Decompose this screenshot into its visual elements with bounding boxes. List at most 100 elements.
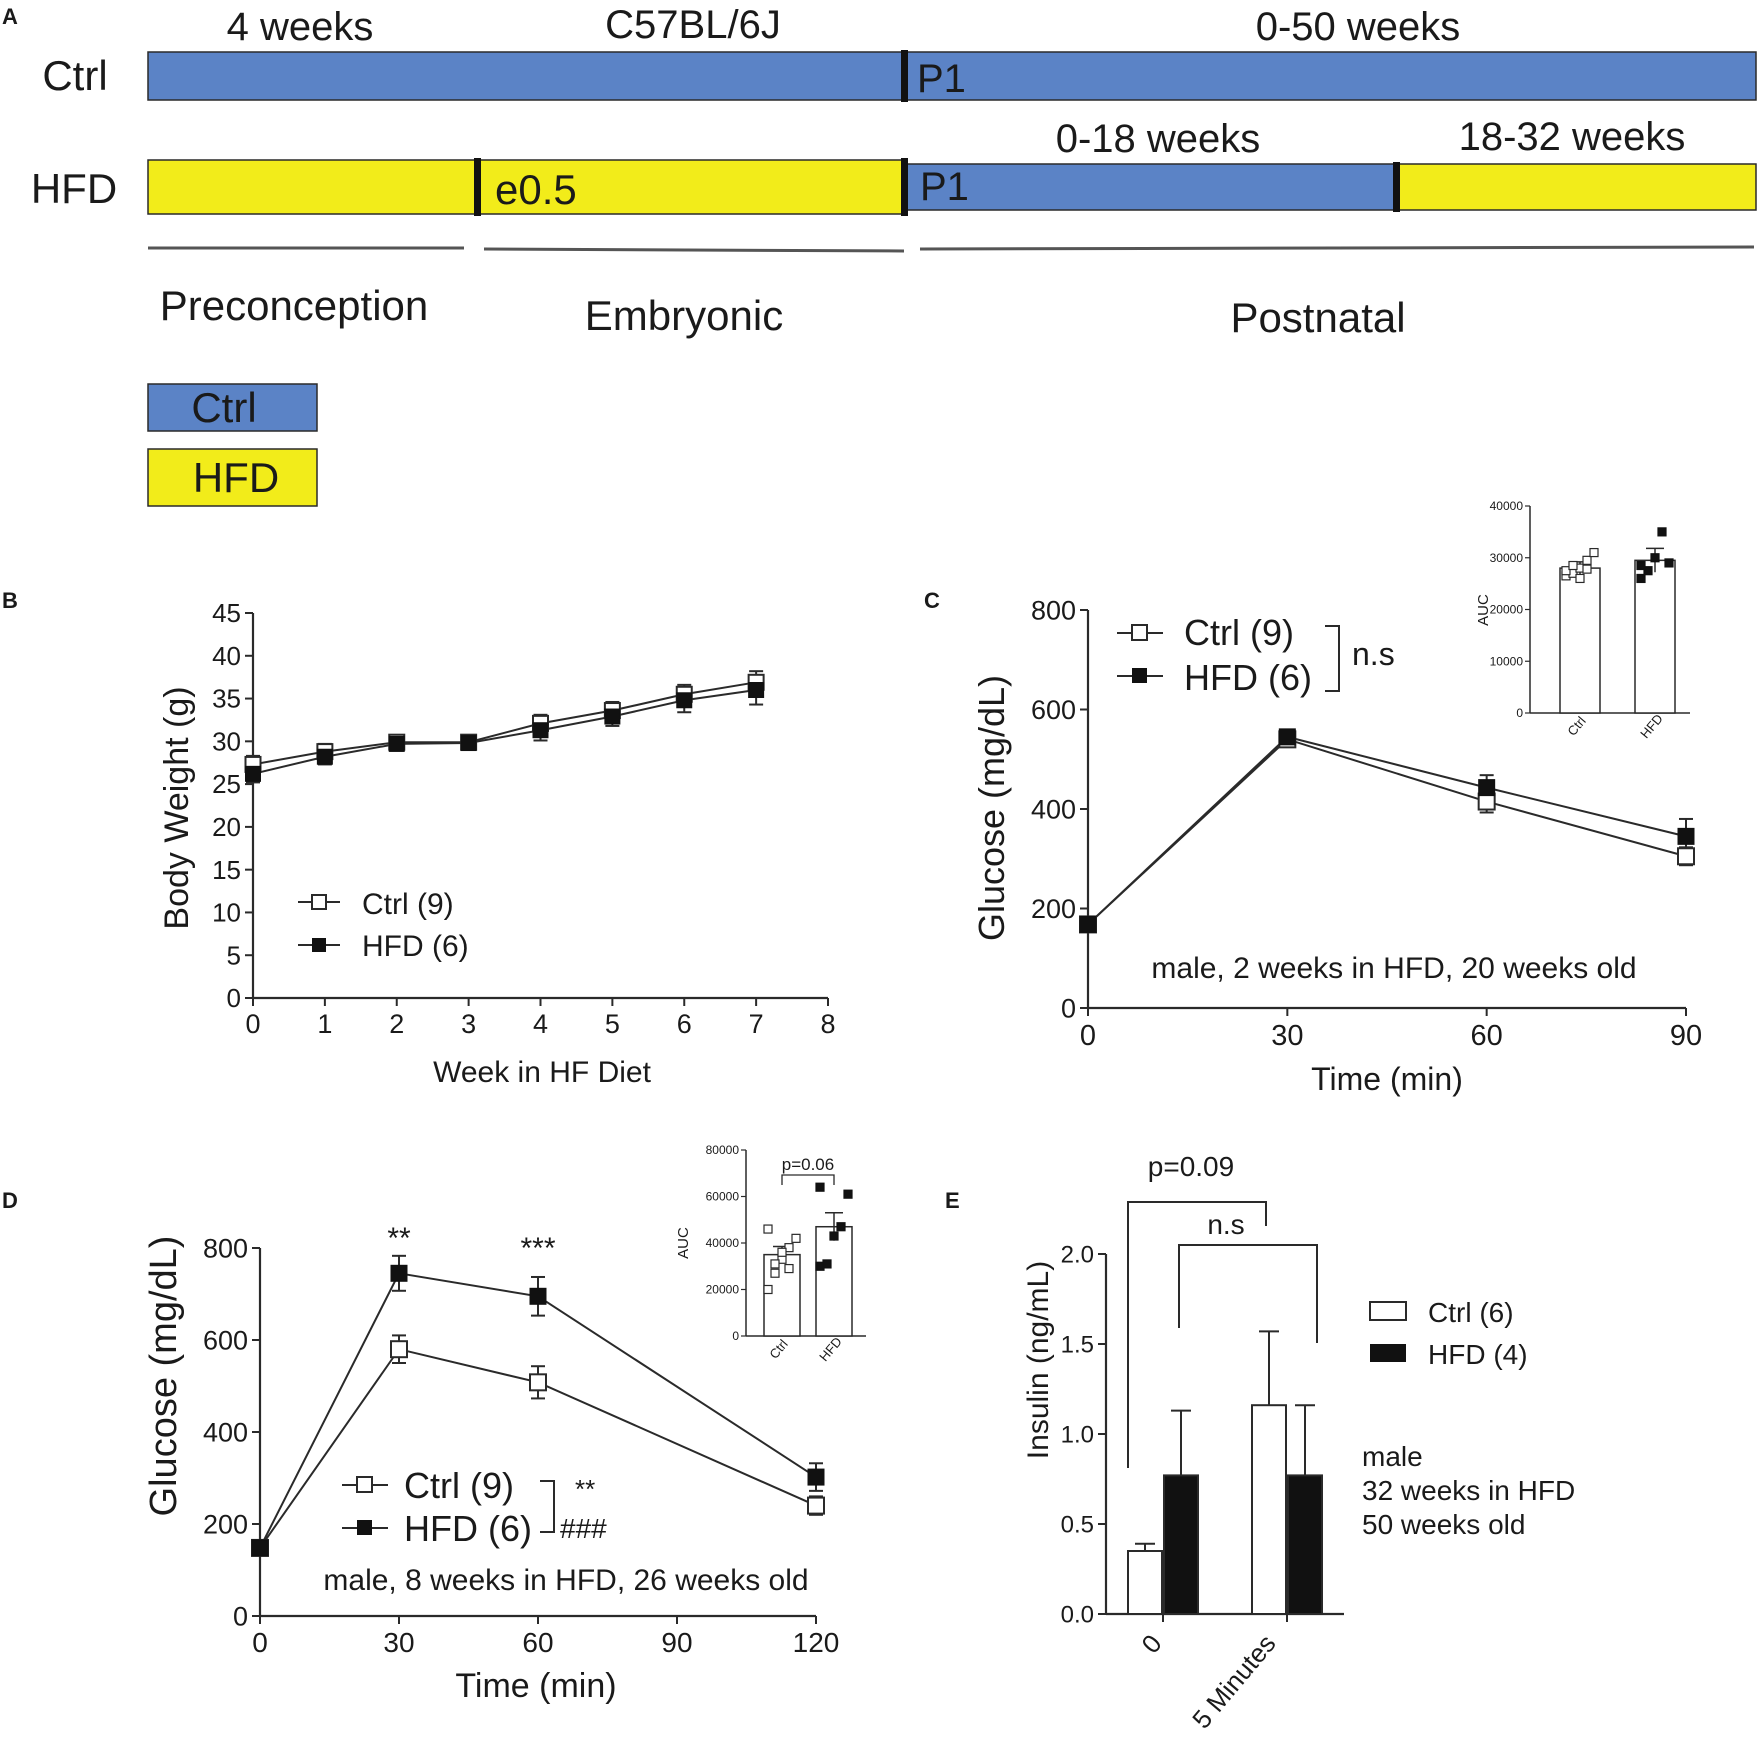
y-tick-label: 200 [203,1509,248,1539]
data-point-ctrl [1677,847,1695,866]
bracket-p009-label: p=0.09 [1148,1151,1234,1182]
x-tick-label: 7 [749,1009,764,1039]
inset-category-label: HFD [816,1334,845,1364]
inset-y-tick-label: 40000 [1490,499,1524,513]
panel-d: D 0 200 400 600 800 0 30 60 90 120 Time (min) Glu… [2,1143,866,1705]
panel-c-ylabel: Glucose (mg/dL) [971,675,1012,941]
legend-hfd-swatch [1370,1344,1406,1362]
hfd-mating-marker: e0.5 [495,166,577,213]
data-point-hfd [1677,827,1695,845]
data-point-hfd [807,1468,825,1486]
inset-point-ctrl [763,1284,773,1295]
panel-d-ylabel: Glucose (mg/dL) [143,1236,185,1517]
hfd-birth-marker-line [901,158,908,216]
panel-d-xlabel: Time (min) [455,1667,616,1705]
bracket-p009 [1127,1201,1267,1468]
panel-b-legend: Ctrl (9) HFD (6) [298,888,469,963]
data-point-hfd [604,708,621,725]
strain-label: C57BL/6J [605,3,781,47]
x-tick-label: 3 [461,1009,476,1039]
inset-y-tick-label: 0 [1516,706,1523,720]
hfd-post-duration-1: 0-18 weeks [1056,117,1261,161]
bar-ctrl [1251,1404,1287,1615]
legend-ctrl-text: Ctrl (6) [1428,1297,1514,1328]
x-tick-label: 90 [1670,1020,1702,1052]
y-tick-label: 5 [227,940,241,970]
panel-e-legend: Ctrl (6) HFD (4) [1369,1297,1528,1370]
x-tick-label: 120 [793,1627,840,1658]
panel-c-label: C [924,588,940,613]
data-point-hfd [748,682,765,698]
y-tick-label: 25 [212,769,241,799]
inset-point-hfd [1643,566,1653,576]
legend-ctrl-text: Ctrl (9) [1184,612,1294,653]
inset-significance-bracket [781,1174,835,1185]
panel-e-annotation-1: male [1362,1441,1423,1472]
data-point-ctrl [390,1340,408,1359]
data-point-hfd [529,1287,547,1305]
hfd-mating-marker-line [474,158,481,216]
inset-y-tick-label: 60000 [706,1190,740,1204]
ctrl-row-label: Ctrl [42,52,107,99]
bracket-ns [1178,1244,1318,1343]
y-tick-label: 10 [212,898,241,928]
y-tick-label: 0 [233,1601,248,1631]
legend-ctrl-text: Ctrl (9) [404,1465,514,1506]
inset-bar-ctrl [763,1253,801,1337]
x-tick-label: 2 [389,1009,404,1039]
inset-bar-hfd [1634,559,1676,714]
inset-bar-ctrl [1559,567,1601,714]
panel-c-inset-ylabel: AUC [1475,594,1492,626]
data-point-hfd [1079,915,1097,933]
data-point-hfd [390,1264,408,1282]
data-point-hfd [316,748,333,765]
legend-hfd-text: HFD (6) [1184,657,1312,698]
data-point-hfd [1478,779,1496,797]
inset-point-hfd [1636,560,1646,571]
panel-b-ylabel: Body Weight (g) [158,686,196,929]
inset-category-label: HFD [1637,711,1666,741]
y-tick-label: 2.0 [1061,1241,1094,1268]
panel-c-legend: Ctrl (9) HFD (6) n.s [1117,612,1395,698]
panel-e-brackets: p=0.09 n.s [1127,1151,1318,1468]
data-point-hfd [460,735,477,752]
data-point-ctrl [807,1496,825,1515]
legend-hfd-marker [1132,668,1147,683]
inset-point-hfd [815,1182,825,1192]
inset-point-hfd [1664,558,1674,568]
hfd-postnatal-chow-bar [903,163,1397,211]
series-line-hfd [259,1272,817,1549]
significance-label-2: ### [560,1513,607,1544]
phase-embryonic: Embryonic [585,292,783,339]
y-tick-label: 35 [212,684,241,714]
x-tick-label: 60 [522,1627,553,1658]
inset-point-ctrl [784,1263,794,1274]
legend-hfd-label: HFD [193,454,279,501]
inset-point-hfd [829,1231,839,1241]
panel-c-inset: 0 10000 20000 30000 40000 Ctrl HFD [1490,499,1690,741]
y-tick-label: 20 [212,812,241,842]
hfd-diet-switch-line [1393,162,1400,212]
x-tick-label: 30 [383,1627,414,1658]
y-tick-label: 400 [1031,794,1076,824]
legend-hfd-text: HFD (6) [362,930,469,963]
x-tick-label: 5 [605,1009,620,1039]
inset-y-tick-label: 0 [732,1329,739,1343]
x-tick-label: 8 [820,1009,835,1039]
ctrl-timeline-bar [147,51,1757,101]
series-line-ctrl [252,681,757,766]
data-point-hfd [245,765,261,782]
panel-d-annotation: male, 8 weeks in HFD, 26 weeks old [323,1564,808,1597]
legend-ctrl-marker [311,894,327,910]
y-tick-label: 1.0 [1061,1421,1094,1448]
inset-point-ctrl [770,1259,780,1269]
panel-c-xlabel: Time (min) [1311,1061,1463,1097]
x-tick-label: 0 [245,1009,260,1039]
inset-point-ctrl [763,1224,773,1234]
phase-preconception: Preconception [160,282,429,329]
legend-ctrl-marker [356,1476,373,1493]
legend-hfd-text: HFD (6) [404,1508,532,1549]
inset-category-label: Ctrl [1564,713,1589,738]
